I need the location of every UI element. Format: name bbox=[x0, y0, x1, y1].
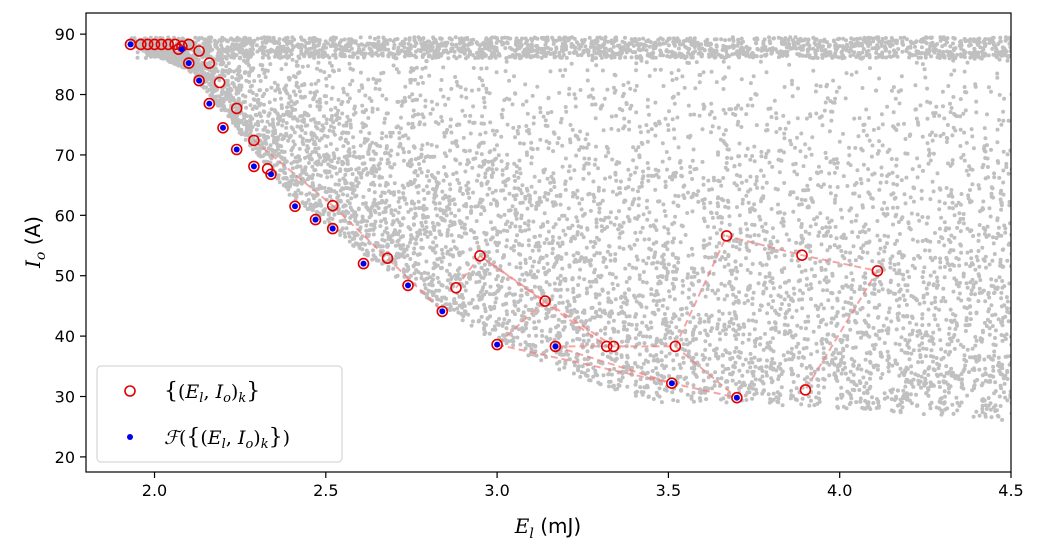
candidate-point bbox=[491, 338, 503, 351]
plot-frame bbox=[85, 12, 1012, 473]
dashed-path bbox=[674, 234, 879, 391]
x-tick-label: 3.5 bbox=[656, 481, 681, 500]
candidate-point bbox=[326, 222, 339, 235]
candidate-point bbox=[357, 257, 370, 270]
candidate-point bbox=[193, 74, 205, 87]
candidate-point bbox=[203, 97, 216, 110]
candidate-point bbox=[474, 250, 486, 262]
pareto-point bbox=[233, 146, 240, 153]
pareto-point bbox=[220, 124, 226, 131]
candidate-point bbox=[607, 340, 620, 353]
candidate-point bbox=[248, 134, 260, 147]
series-candidates bbox=[124, 38, 884, 404]
x-axis-label: El (mJ) bbox=[514, 514, 581, 542]
candidate-point bbox=[309, 213, 322, 226]
y-tick-label: 30 bbox=[55, 388, 75, 407]
y-tick-label: 60 bbox=[55, 206, 75, 225]
candidate-point bbox=[665, 377, 678, 390]
y-tick-label: 50 bbox=[55, 267, 75, 286]
pareto-point bbox=[178, 46, 185, 53]
candidate-point bbox=[731, 391, 743, 404]
pareto-point bbox=[552, 343, 559, 350]
candidate-point bbox=[155, 38, 168, 51]
x-tick-label: 2.0 bbox=[142, 481, 167, 500]
candidate-point bbox=[148, 38, 161, 51]
candidate-point bbox=[265, 168, 277, 181]
pareto-point bbox=[268, 171, 274, 178]
legend: {(El, Io)k} ℱ({(El, Io)k}) bbox=[96, 365, 343, 463]
pareto-point bbox=[329, 225, 336, 232]
y-tick-label: 90 bbox=[55, 25, 75, 44]
candidate-point bbox=[871, 265, 884, 277]
candidate-point bbox=[183, 57, 195, 69]
candidate-point bbox=[799, 384, 812, 396]
x-tick-label: 4.0 bbox=[827, 481, 852, 500]
y-axis: 20 30 40 50 60 70 80 90 bbox=[55, 25, 86, 467]
dashed-path bbox=[544, 300, 738, 399]
candidate-point bbox=[230, 102, 243, 115]
x-tick-label: 3.0 bbox=[484, 481, 509, 500]
candidate-point bbox=[203, 57, 216, 69]
candidate-point bbox=[326, 199, 339, 212]
dashed-path bbox=[253, 139, 334, 207]
dashed-path bbox=[479, 254, 610, 348]
pareto-point bbox=[494, 341, 501, 348]
candidate-point bbox=[402, 279, 414, 292]
candidate-point bbox=[135, 38, 147, 51]
pareto-point bbox=[127, 41, 134, 48]
candidate-point bbox=[720, 230, 733, 242]
candidate-point bbox=[289, 200, 301, 213]
candidate-point bbox=[213, 76, 226, 89]
candidate-point bbox=[217, 122, 229, 134]
pareto-point bbox=[312, 216, 319, 223]
candidate-point bbox=[669, 340, 682, 353]
x-axis: 2.0 2.5 3.0 3.5 4.0 4.5 bbox=[142, 472, 1024, 500]
pareto-point bbox=[733, 394, 740, 401]
x-tick-label: 2.5 bbox=[313, 481, 338, 500]
legend-label-candidates: {(El, Io)k} bbox=[164, 379, 260, 406]
candidate-point bbox=[162, 38, 174, 51]
pareto-point bbox=[185, 60, 192, 67]
legend-box bbox=[96, 365, 343, 463]
candidate-point bbox=[600, 340, 613, 353]
candidate-point bbox=[450, 281, 462, 294]
x-tick-label: 4.5 bbox=[998, 481, 1023, 500]
legend-marker-candidates bbox=[124, 385, 136, 397]
y-tick-label: 80 bbox=[55, 86, 75, 105]
candidate-point bbox=[141, 38, 154, 51]
pareto-point bbox=[206, 100, 213, 107]
y-tick-label: 40 bbox=[55, 327, 75, 346]
candidate-point bbox=[549, 340, 562, 353]
candidate-point bbox=[248, 160, 260, 173]
legend-marker-pareto bbox=[127, 434, 133, 440]
dashed-path bbox=[332, 204, 443, 313]
y-tick-label: 20 bbox=[55, 448, 75, 467]
pareto-point bbox=[250, 163, 257, 170]
candidate-point bbox=[230, 143, 243, 156]
candidate-point bbox=[183, 38, 195, 51]
candidate-point bbox=[381, 252, 394, 265]
pareto-point bbox=[292, 203, 298, 210]
pareto-point bbox=[196, 77, 203, 84]
candidate-point bbox=[539, 295, 551, 307]
candidate-point bbox=[193, 45, 205, 57]
pareto-point bbox=[439, 308, 446, 315]
pareto-point bbox=[668, 380, 675, 387]
pareto-point bbox=[360, 260, 367, 267]
y-tick-label: 70 bbox=[55, 146, 75, 165]
candidate-point bbox=[796, 249, 808, 261]
pareto-point bbox=[405, 282, 411, 289]
series-pareto bbox=[127, 41, 740, 401]
legend-label-pareto: ℱ({(El, Io)k}) bbox=[164, 425, 290, 452]
y-axis-label: Io (A) bbox=[21, 216, 49, 269]
dashed-path bbox=[496, 343, 673, 385]
candidate-point bbox=[436, 305, 449, 318]
